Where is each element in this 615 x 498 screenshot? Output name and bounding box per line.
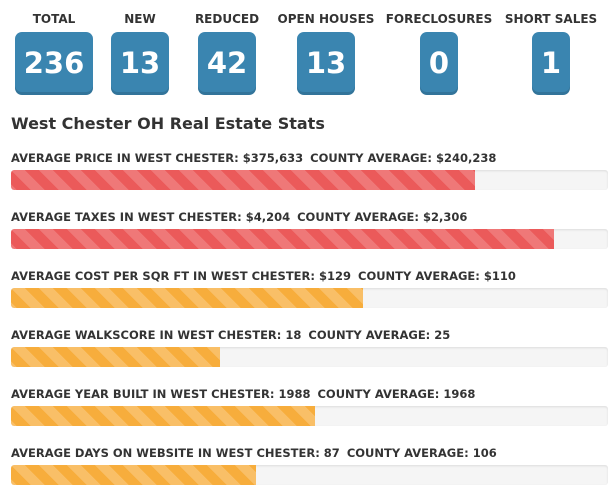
counter-label: NEW <box>124 12 156 26</box>
stat-city-value: AVERAGE TAXES IN WEST CHESTER: $4,204 <box>11 210 291 224</box>
stat-label: AVERAGE WALKSCORE IN WEST CHESTER: 18 COU… <box>11 327 608 343</box>
progress-fill <box>11 170 476 190</box>
progress-track <box>11 288 608 308</box>
progress-fill <box>11 229 555 249</box>
progress-track <box>11 229 608 249</box>
stat-label: AVERAGE YEAR BUILT IN WEST CHESTER: 1988… <box>11 386 608 402</box>
counter-value[interactable]: 13 <box>297 32 355 95</box>
stat-average-taxes: AVERAGE TAXES IN WEST CHESTER: $4,204 COU… <box>11 209 608 249</box>
progress-track <box>11 170 608 190</box>
stat-cost-per-sqft: AVERAGE COST PER SQR FT IN WEST CHESTER:… <box>11 268 608 308</box>
stat-label: AVERAGE TAXES IN WEST CHESTER: $4,204 COU… <box>11 209 608 225</box>
stat-days-on-website: AVERAGE DAYS ON WEBSITE IN WEST CHESTER:… <box>11 445 608 485</box>
stat-city-value: AVERAGE YEAR BUILT IN WEST CHESTER: 1988 <box>11 387 311 401</box>
progress-track <box>11 465 608 485</box>
progress-fill <box>11 465 256 485</box>
counter-value[interactable]: 1 <box>532 32 570 95</box>
counter-label: FORECLOSURES <box>385 12 493 26</box>
stat-county-value: COUNTY AVERAGE: $2,306 <box>297 210 468 224</box>
counter-value[interactable]: 42 <box>198 32 256 95</box>
stat-walkscore: AVERAGE WALKSCORE IN WEST CHESTER: 18 COU… <box>11 327 608 367</box>
stat-label: AVERAGE DAYS ON WEBSITE IN WEST CHESTER:… <box>11 445 608 461</box>
listing-counters: TOTAL 236 NEW 13 REDUCED 42 OPEN HOUSES … <box>0 0 615 100</box>
stat-city-value: AVERAGE WALKSCORE IN WEST CHESTER: 18 <box>11 328 302 342</box>
counter-label: REDUCED <box>194 12 260 26</box>
progress-track <box>11 347 608 367</box>
counter-value[interactable]: 13 <box>111 32 169 95</box>
counter-value[interactable]: 0 <box>420 32 458 95</box>
progress-fill <box>11 288 364 308</box>
counter-label: SHORT SALES <box>504 12 598 26</box>
stat-city-value: AVERAGE DAYS ON WEBSITE IN WEST CHESTER:… <box>11 446 340 460</box>
stat-average-price: AVERAGE PRICE IN WEST CHESTER: $375,633 C… <box>11 150 608 190</box>
stat-city-value: AVERAGE COST PER SQR FT IN WEST CHESTER:… <box>11 269 351 283</box>
stat-county-value: COUNTY AVERAGE: 25 <box>308 328 451 342</box>
stat-city-value: AVERAGE PRICE IN WEST CHESTER: $375,633 <box>11 151 304 165</box>
progress-fill <box>11 406 316 426</box>
progress-fill <box>11 347 220 367</box>
stat-county-value: COUNTY AVERAGE: 1968 <box>317 387 476 401</box>
counter-label: TOTAL <box>32 12 76 26</box>
counter-label: OPEN HOUSES <box>277 12 375 26</box>
stat-label: AVERAGE PRICE IN WEST CHESTER: $375,633 C… <box>11 150 608 166</box>
stat-county-value: COUNTY AVERAGE: $110 <box>358 269 516 283</box>
stat-label: AVERAGE COST PER SQR FT IN WEST CHESTER:… <box>11 268 608 284</box>
progress-track <box>11 406 608 426</box>
counter-value[interactable]: 236 <box>15 32 93 95</box>
stat-county-value: COUNTY AVERAGE: 106 <box>346 446 497 460</box>
stat-year-built: AVERAGE YEAR BUILT IN WEST CHESTER: 1988… <box>11 386 608 426</box>
section-title: West Chester OH Real Estate Stats <box>11 114 325 133</box>
stat-county-value: COUNTY AVERAGE: $240,238 <box>310 151 497 165</box>
